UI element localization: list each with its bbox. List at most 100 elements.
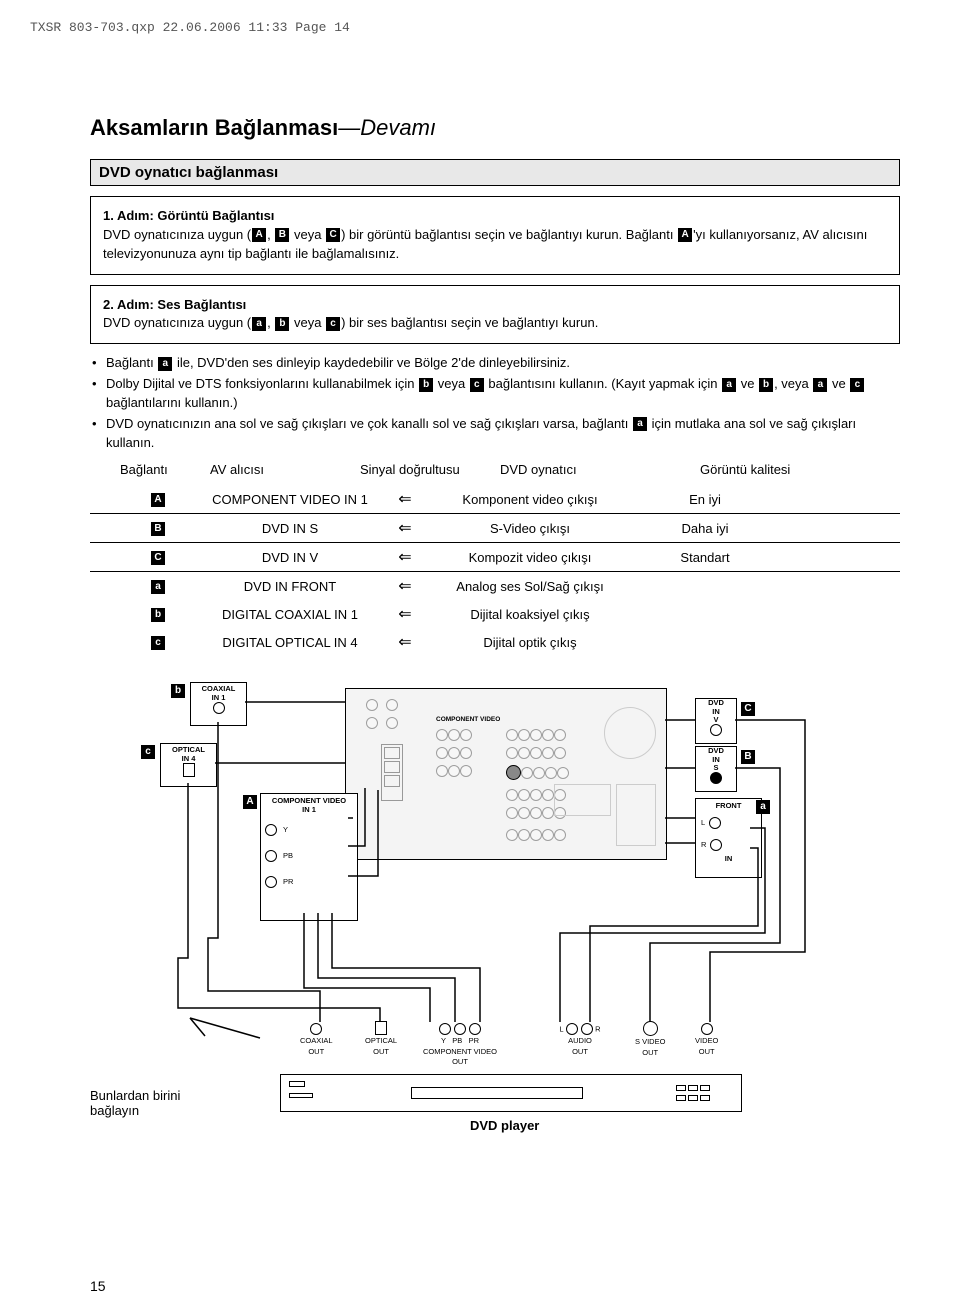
jack-component-out: Y PB PR COMPONENT VIDEO OUT — [415, 1023, 505, 1066]
glyph-A: A — [151, 493, 165, 507]
t: DVD oynatıcınıza uygun ( — [103, 227, 251, 242]
step2-box: 2. Adım: Ses Bağlantısı DVD oynatıcınıza… — [90, 285, 900, 345]
glyph-b: b — [419, 378, 433, 392]
label: VIDEOOUT — [695, 1036, 718, 1055]
dvd-player-label: DVD player — [470, 1118, 539, 1133]
glyph-b: b — [759, 378, 773, 392]
cell: Analog ses Sol/Sağ çıkışı — [420, 579, 640, 594]
th-3: Sinyal doğrultusu — [360, 462, 500, 477]
l: PR — [469, 1036, 479, 1045]
cell: Kompozit video çıkışı — [420, 550, 640, 565]
jack-coaxial-out: COAXIALOUT — [300, 1023, 333, 1056]
label: COMPONENT VIDEO OUT — [423, 1047, 497, 1066]
title-main: Aksamların Bağlanması — [90, 115, 338, 140]
print-header: TXSR 803-703.qxp 22.06.2006 11:33 Page 1… — [30, 20, 900, 35]
glyph-A: A — [678, 228, 692, 242]
th-5: Görüntü kalitesi — [700, 462, 840, 477]
l: PB — [452, 1036, 462, 1045]
bullet-1: Bağlantı a ile, DVD'den ses dinleyip kay… — [106, 354, 900, 373]
jack-svideo-out: S VIDEOOUT — [635, 1021, 665, 1057]
arrow-icon: ⇐ — [390, 518, 420, 538]
cell: En iyi — [640, 492, 770, 507]
section-heading: DVD oynatıcı bağlanması — [90, 159, 900, 186]
t: bağlantısını kullanın. (Kayıt yapmak içi… — [485, 376, 721, 391]
glyph-c: c — [326, 317, 340, 331]
cell: Dijital koaksiyel çıkış — [420, 607, 640, 622]
cell: DIGITAL OPTICAL IN 4 — [190, 635, 390, 650]
glyph-b: b — [275, 317, 289, 331]
arrow-icon: ⇐ — [390, 576, 420, 596]
cell: DVD IN V — [190, 550, 390, 565]
table-row: C DVD IN V ⇐ Kompozit video çıkışı Stand… — [90, 543, 900, 572]
glyph-a: a — [252, 317, 266, 331]
glyph-B: B — [151, 522, 165, 536]
glyph-a: a — [813, 378, 827, 392]
arrow-icon: ⇐ — [390, 604, 420, 624]
connection-table: A COMPONENT VIDEO IN 1 ⇐ Komponent video… — [90, 485, 900, 656]
th-1: Bağlantı — [120, 462, 210, 477]
l: R — [595, 1025, 600, 1034]
bullet-2: Dolby Dijital ve DTS fonksiyonlarını kul… — [106, 375, 900, 413]
glyph-c: c — [850, 378, 864, 392]
t: Dolby Dijital ve DTS fonksiyonlarını kul… — [106, 376, 418, 391]
arrow-icon: ⇐ — [390, 632, 420, 652]
t: , — [267, 315, 274, 330]
t: ) bir görüntü bağlantısı seçin ve bağlan… — [341, 227, 677, 242]
t: bağlantılarını kullanın.) — [106, 395, 238, 410]
t: ve — [737, 376, 758, 391]
footnote: Bunlardan birini bağlayın — [90, 1088, 230, 1118]
label: OPTICALOUT — [365, 1036, 397, 1055]
glyph-a: a — [158, 357, 172, 371]
th-2: AV alıcısı — [210, 462, 360, 477]
table-row: b DIGITAL COAXIAL IN 1 ⇐ Dijital koaksiy… — [90, 600, 900, 628]
label: COAXIALOUT — [300, 1036, 333, 1055]
cell: Komponent video çıkışı — [420, 492, 640, 507]
glyph-c: c — [151, 636, 165, 650]
t: Bağlantı — [106, 355, 157, 370]
t: veya — [290, 315, 325, 330]
t: DVD oynatıcınıza uygun ( — [103, 315, 251, 330]
bullet-list: Bağlantı a ile, DVD'den ses dinleyip kay… — [90, 354, 900, 452]
glyph-a: a — [151, 580, 165, 594]
t: , veya — [774, 376, 812, 391]
glyph-b: b — [151, 608, 165, 622]
t: veya — [434, 376, 469, 391]
title-continued: —Devamı — [338, 115, 436, 140]
arrow-icon: ⇐ — [390, 547, 420, 567]
bullet-3: DVD oynatıcınızın ana sol ve sağ çıkışla… — [106, 415, 900, 453]
table-headers: Bağlantı AV alıcısı Sinyal doğrultusu DV… — [90, 460, 900, 485]
t: , — [267, 227, 274, 242]
arrow-icon: ⇐ — [390, 489, 420, 509]
t: ve — [828, 376, 849, 391]
step2-title: 2. Adım: Ses Bağlantısı — [103, 296, 887, 315]
table-row: A COMPONENT VIDEO IN 1 ⇐ Komponent video… — [90, 485, 900, 514]
page-number: 15 — [90, 1278, 106, 1294]
table-row: B DVD IN S ⇐ S-Video çıkışı Daha iyi — [90, 514, 900, 543]
wiring-diagram: COMPONENT VIDEO — [90, 688, 900, 1148]
label: S VIDEOOUT — [635, 1037, 665, 1056]
cell: Standart — [640, 550, 770, 565]
t: veya — [290, 227, 325, 242]
cell: COMPONENT VIDEO IN 1 — [190, 492, 390, 507]
table-row: c DIGITAL OPTICAL IN 4 ⇐ Dijital optik ç… — [90, 628, 900, 656]
dvd-player-box — [280, 1074, 742, 1112]
glyph-a: a — [722, 378, 736, 392]
cell: DVD IN FRONT — [190, 579, 390, 594]
glyph-C: C — [151, 551, 165, 565]
cell: DVD IN S — [190, 521, 390, 536]
jack-video-out: VIDEOOUT — [695, 1023, 718, 1056]
glyph-A: A — [252, 228, 266, 242]
step1-body: DVD oynatıcınıza uygun (A, B veya C) bir… — [103, 226, 887, 264]
t: DVD oynatıcınızın ana sol ve sağ çıkışla… — [106, 416, 632, 431]
page-title: Aksamların Bağlanması—Devamı — [90, 115, 900, 141]
step2-body: DVD oynatıcınıza uygun (a, b veya c) bir… — [103, 314, 887, 333]
glyph-B: B — [275, 228, 289, 242]
cell: DIGITAL COAXIAL IN 1 — [190, 607, 390, 622]
t: ile, DVD'den ses dinleyip kaydedebilir v… — [173, 355, 570, 370]
cell: Dijital optik çıkış — [420, 635, 640, 650]
table-row: a DVD IN FRONT ⇐ Analog ses Sol/Sağ çıkı… — [90, 572, 900, 600]
step1-title: 1. Adım: Görüntü Bağlantısı — [103, 207, 887, 226]
cell: S-Video çıkışı — [420, 521, 640, 536]
jack-optical-out: OPTICALOUT — [365, 1021, 397, 1056]
l: L — [559, 1025, 563, 1034]
